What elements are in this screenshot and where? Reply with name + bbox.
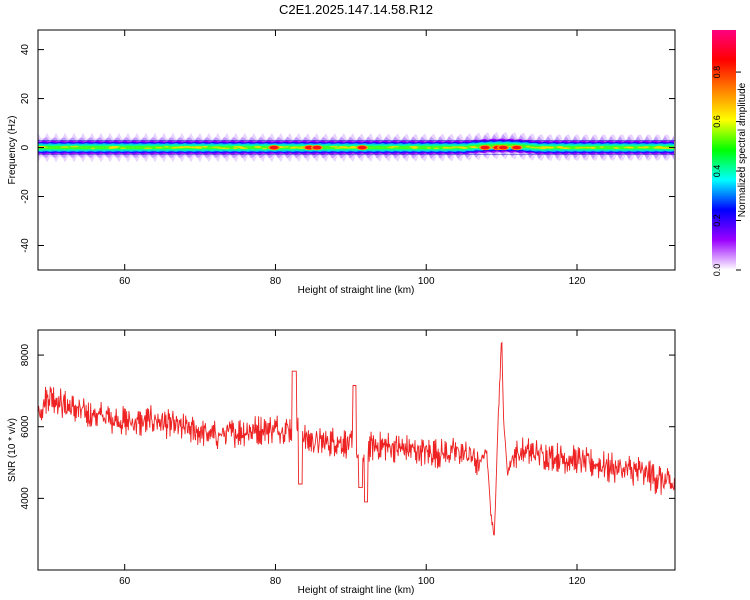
heatmap-speckle: [60, 146, 70, 148]
heatmap-speckle: [232, 147, 239, 150]
y-tick-label: 40: [20, 44, 31, 56]
heatmap-hotspot: [480, 145, 490, 150]
heatmap-speckle: [217, 147, 226, 149]
x-tick-label: 60: [119, 276, 131, 287]
heatmap-speckle: [578, 146, 585, 149]
y-tick-label: 0: [20, 144, 31, 150]
y-tick-label: 6000: [20, 415, 31, 438]
x-tick-label: 120: [569, 576, 586, 587]
heatmap-speckle: [190, 146, 198, 149]
heatmap-speckle: [196, 147, 203, 149]
colorbar-axis: 0.0 0.2 0.4 0.6 0.8: [712, 66, 741, 276]
heatmap-x-axis: 60 80 100 120: [119, 30, 586, 287]
heatmap-speckle: [179, 146, 184, 148]
heatmap-speckle: [163, 145, 170, 148]
y-tick-label: -40: [20, 238, 31, 253]
heatmap-speckle: [389, 145, 400, 148]
heatmap-speckle: [442, 146, 449, 149]
colorbar-tick-label: 0.2: [712, 214, 722, 227]
heatmap-speckle: [426, 147, 431, 149]
y-tick-label: 8000: [20, 344, 31, 367]
heatmap-panel: 60 80 100 120 40 20 0 -20 -40 Height of straigh…: [7, 29, 676, 296]
heatmap-speckle: [529, 146, 535, 149]
heatmap-speckle: [433, 147, 439, 150]
heatmap-speckle: [574, 147, 580, 149]
colorbar-gradient: [712, 30, 736, 270]
heatmap-speckle: [471, 146, 479, 149]
heatmap-speckle: [90, 147, 96, 150]
heatmap-hotspot: [512, 145, 522, 150]
heatmap-speckle: [653, 147, 661, 149]
heatmap-xlabel: Height of straight line (km): [298, 285, 415, 296]
heatmap-speckle: [261, 147, 268, 150]
x-tick-label: 100: [418, 576, 435, 587]
heatmap-hotspot: [357, 145, 367, 150]
heatmap-speckle: [556, 146, 564, 148]
heatmap-speckle: [658, 147, 668, 149]
heatmap-speckle: [109, 146, 120, 148]
snr-xlabel: Height of straight line (km): [298, 585, 415, 596]
y-tick-label: 20: [20, 93, 31, 105]
colorbar-tick-label: 0.6: [712, 115, 722, 128]
heatmap-speckle: [623, 146, 632, 149]
heatmap-marks: [38, 131, 675, 163]
y-tick-label: 4000: [20, 487, 31, 510]
x-tick-label: 60: [119, 576, 131, 587]
x-tick-label: 120: [569, 276, 586, 287]
snr-series-line: [38, 341, 675, 536]
heatmap-speckle: [292, 146, 298, 149]
heatmap-speckle: [284, 145, 289, 148]
heatmap-speckle: [69, 145, 79, 148]
x-tick-label: 100: [418, 276, 435, 287]
colorbar-tick-label: 0.4: [712, 165, 722, 178]
heatmap-speckle: [233, 145, 243, 148]
colorbar-tick-label: 0.0: [712, 264, 722, 277]
heatmap-frame: [37, 29, 676, 271]
heatmap-speckle: [120, 147, 127, 149]
y-tick-label: -20: [20, 189, 31, 204]
heatmap-speckle: [183, 146, 192, 148]
colorbar-label: Normalized spectral amplitude: [737, 82, 748, 217]
heatmap-speckle: [329, 145, 338, 148]
heatmap-speckle: [409, 146, 419, 148]
snr-y-axis: 8000 6000 4000: [20, 344, 675, 510]
heatmap-hotspot: [269, 145, 279, 150]
colorbar-tick-label: 0.8: [712, 66, 722, 79]
snr-marks: [38, 341, 675, 536]
heatmap-speckle: [614, 147, 620, 149]
snr-frame: [37, 329, 676, 571]
snr-panel: 60 80 100 120 8000 6000 4000 Height of straig…: [7, 329, 676, 596]
heatmap-hotspot: [498, 145, 508, 150]
heatmap-speckle: [254, 146, 262, 149]
x-tick-label: 80: [270, 576, 282, 587]
heatmap-speckle: [155, 146, 164, 149]
heatmap-speckle: [338, 146, 348, 148]
heatmap-speckle: [583, 146, 592, 149]
heatmap-speckle: [458, 146, 468, 149]
heatmap-hotspot: [312, 145, 322, 150]
heatmap-speckle: [639, 146, 649, 149]
heatmap-speckle: [525, 145, 531, 148]
heatmap-speckle: [656, 145, 663, 148]
heatmap-ylabel: Frequency (Hz): [7, 116, 18, 185]
heatmap-speckle: [599, 146, 605, 148]
heatmap-speckle: [239, 147, 249, 150]
heatmap-speckle: [545, 146, 555, 149]
heatmap-speckle: [562, 147, 571, 149]
x-tick-label: 80: [270, 276, 282, 287]
snr-x-axis: 60 80 100 120: [119, 330, 586, 587]
heatmap-speckle: [203, 146, 208, 148]
colorbar: 0.0 0.2 0.4 0.6 0.8 Normalized spectral ampl…: [712, 30, 748, 276]
heatmap-speckle: [143, 147, 153, 150]
figure-title: C2E1.2025.147.14.58.R12: [279, 2, 433, 17]
heatmap-y-axis: 40 20 0 -20 -40: [20, 44, 675, 253]
snr-ylabel: SNR (10 * v/v): [7, 418, 18, 482]
heatmap-speckle: [538, 147, 548, 149]
